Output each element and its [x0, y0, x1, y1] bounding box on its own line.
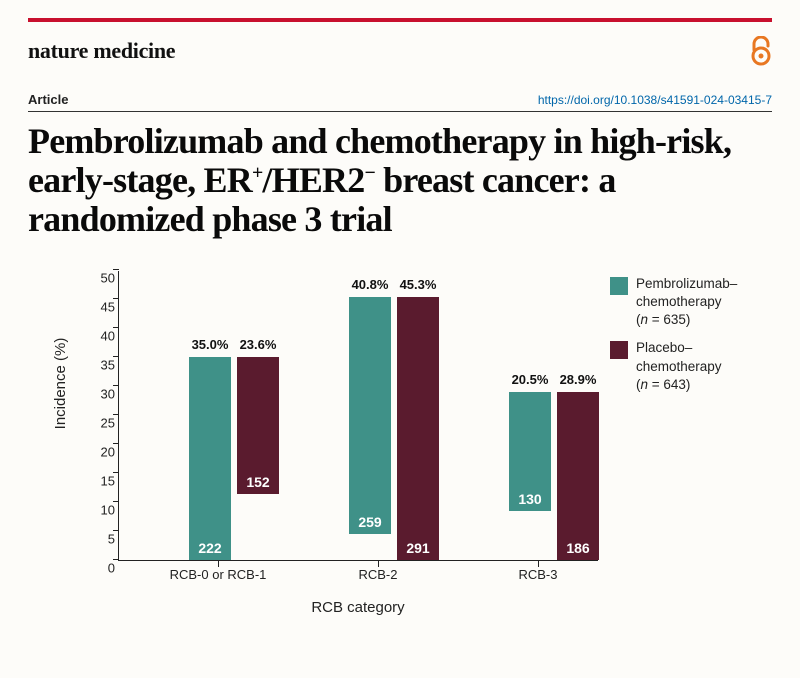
y-tick-mark: [113, 530, 119, 531]
meta-row: Article https://doi.org/10.1038/s41591-0…: [28, 92, 772, 112]
y-tick-label: 20: [75, 444, 115, 459]
brand-row: nature medicine: [28, 36, 772, 66]
legend-label: Pembrolizumab–chemotherapy(n = 635): [636, 275, 760, 330]
bar: 20.5%130: [509, 392, 551, 511]
bar-group: 35.0%22223.6%152: [174, 357, 294, 560]
y-tick-mark: [113, 559, 119, 560]
y-tick-mark: [113, 414, 119, 415]
bar: 28.9%186: [557, 392, 599, 560]
bar: 23.6%152: [237, 357, 279, 494]
x-tick-label: RCB-2: [308, 567, 448, 582]
y-tick-mark: [113, 356, 119, 357]
bar-value-label: 28.9%: [560, 372, 597, 387]
y-tick-label: 5: [75, 531, 115, 546]
bar-count-label: 222: [198, 540, 221, 556]
open-access-icon: [750, 36, 772, 66]
y-tick-mark: [113, 327, 119, 328]
y-tick-label: 10: [75, 502, 115, 517]
bar-value-label: 40.8%: [352, 277, 389, 292]
bar-value-label: 23.6%: [240, 337, 277, 352]
incidence-chart: Incidence (%) 0510152025303540455035.0%2…: [40, 261, 760, 621]
plot-area: 0510152025303540455035.0%22223.6%15240.8…: [118, 271, 598, 561]
y-tick-label: 0: [75, 560, 115, 575]
bar: 45.3%291: [397, 297, 439, 560]
y-tick-mark: [113, 443, 119, 444]
legend-item: Pembrolizumab–chemotherapy(n = 635): [610, 275, 760, 330]
y-tick-mark: [113, 501, 119, 502]
x-axis-label: RCB category: [118, 599, 598, 616]
y-tick-label: 30: [75, 386, 115, 401]
y-tick-label: 45: [75, 299, 115, 314]
bar-count-label: 186: [566, 540, 589, 556]
legend-swatch: [610, 277, 628, 295]
legend-item: Placebo–chemotherapy(n = 643): [610, 339, 760, 394]
bar-group: 20.5%13028.9%186: [494, 392, 614, 560]
bar-value-label: 45.3%: [400, 277, 437, 292]
legend-swatch: [610, 341, 628, 359]
bar-value-label: 20.5%: [512, 372, 549, 387]
bar: 35.0%222: [189, 357, 231, 560]
bar-count-label: 259: [358, 514, 381, 530]
legend-label: Placebo–chemotherapy(n = 643): [636, 339, 760, 394]
legend: Pembrolizumab–chemotherapy(n = 635) Place…: [610, 275, 760, 404]
y-tick-label: 40: [75, 328, 115, 343]
y-tick-mark: [113, 472, 119, 473]
article-type-label: Article: [28, 92, 68, 107]
bar-count-label: 130: [518, 491, 541, 507]
y-tick-label: 25: [75, 415, 115, 430]
article-title: Pembrolizumab and chemotherapy in high-r…: [28, 122, 772, 239]
y-tick-mark: [113, 269, 119, 270]
journal-name: nature medicine: [28, 38, 175, 64]
y-tick-mark: [113, 298, 119, 299]
y-tick-label: 50: [75, 270, 115, 285]
bar-group: 40.8%25945.3%291: [334, 297, 454, 560]
x-tick-label: RCB-3: [468, 567, 608, 582]
doi-link[interactable]: https://doi.org/10.1038/s41591-024-03415…: [538, 93, 772, 107]
y-tick-label: 35: [75, 357, 115, 372]
y-tick-mark: [113, 385, 119, 386]
x-tick-label: RCB-0 or RCB-1: [148, 567, 288, 582]
y-axis-label: Incidence (%): [52, 337, 69, 429]
bar-count-label: 291: [406, 540, 429, 556]
header-rule: [28, 18, 772, 22]
bar-count-label: 152: [246, 474, 269, 490]
bar: 40.8%259: [349, 297, 391, 534]
y-tick-label: 15: [75, 473, 115, 488]
bar-value-label: 35.0%: [192, 337, 229, 352]
